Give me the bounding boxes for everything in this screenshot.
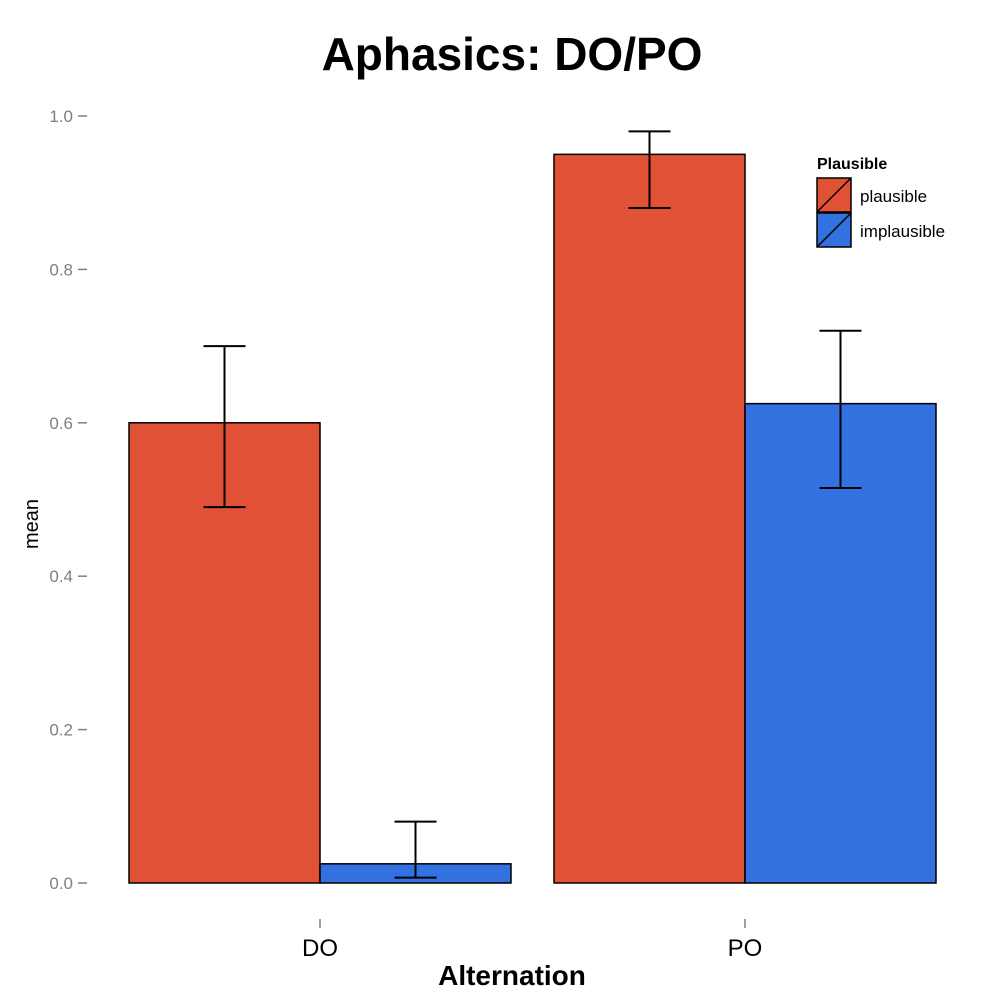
x-axis-label: Alternation: [438, 960, 586, 991]
x-tick-label: PO: [728, 935, 763, 962]
x-tick-label: DO: [302, 935, 338, 962]
legend-label-implausible: implausible: [860, 222, 945, 241]
y-tick-label: 1.0: [49, 107, 73, 126]
error-bars: [203, 130, 862, 879]
y-axis-label: mean: [21, 499, 43, 549]
y-axis: 0.0 0.2 0.4 0.6 0.8 1.0: [49, 107, 87, 893]
legend-key-slash: [816, 212, 852, 248]
bar-PO-plausible: [553, 153, 746, 884]
legend-key-slash: [816, 177, 852, 213]
y-tick-label: 0.8: [49, 260, 73, 279]
legend-label-plausible: plausible: [860, 187, 927, 206]
y-tick-label: 0.6: [49, 414, 73, 433]
y-tick-label: 0.4: [49, 567, 73, 586]
chart-title: Aphasics: DO/PO: [322, 28, 703, 80]
y-tick-label: 0.2: [49, 721, 73, 740]
bars: [128, 153, 937, 884]
legend-title: Plausible: [817, 156, 887, 173]
x-axis: DO PO: [302, 919, 762, 962]
y-tick-label: 0.0: [49, 874, 73, 893]
legend: Plausible plausible implausible: [816, 156, 945, 248]
